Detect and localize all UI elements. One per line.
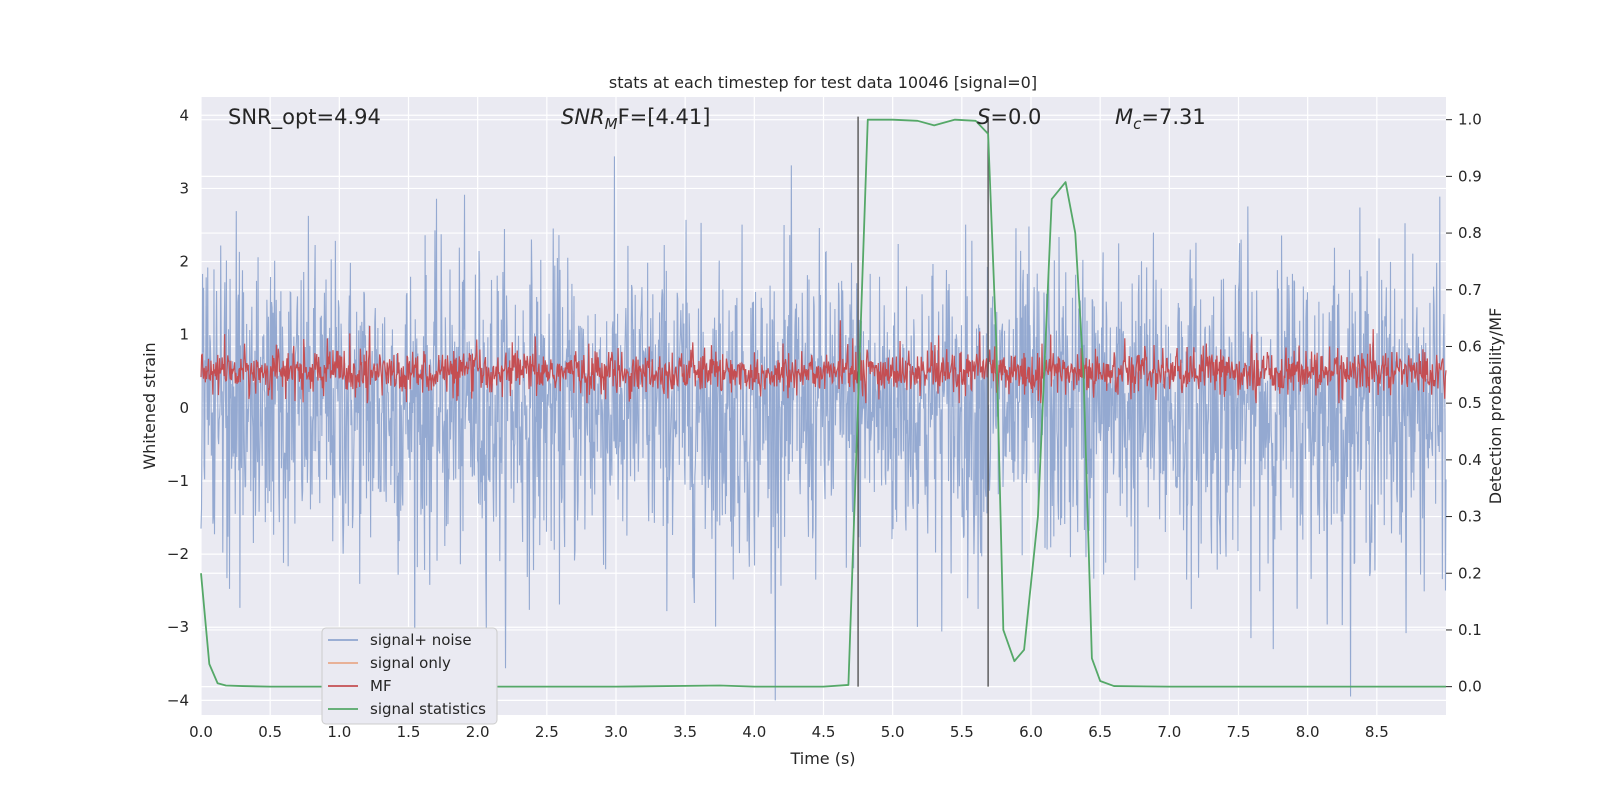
x-tick-label: 4.0 — [742, 723, 766, 741]
annotation-s: S=0.0 — [977, 105, 1041, 129]
annotation-snr-mf-tail: F=[4.41] — [618, 105, 711, 129]
legend-label-signal-only: signal only — [370, 654, 451, 672]
y-left-tick-label: 1 — [179, 326, 189, 344]
annotation-mc-value: =7.31 — [1141, 105, 1205, 129]
signal-noise-line — [200, 156, 1447, 701]
x-tick-label: 2.5 — [535, 723, 559, 741]
legend-label-signal-noise: signal+ noise — [370, 631, 472, 649]
x-tick-label: 3.5 — [673, 723, 697, 741]
annotation-mc: Mc=7.31 — [1115, 105, 1206, 133]
annotation-mc-label: M — [1115, 105, 1133, 129]
y-axis-label-left: Whitened strain — [140, 342, 159, 469]
y-right-tick-label: 0.9 — [1458, 167, 1482, 185]
x-tick-label: 0.5 — [258, 723, 282, 741]
x-tick-label: 0.0 — [189, 723, 213, 741]
y-left-tick-labels: 4 3 2 1 0 −1 −2 −3 −4 — [167, 106, 189, 709]
chart-title: stats at each timestep for test data 100… — [609, 73, 1037, 92]
x-tick-label: 6.5 — [1088, 723, 1112, 741]
y-right-tick-label: 0.6 — [1458, 337, 1482, 355]
annotation-mc-sub: c — [1133, 115, 1142, 133]
y-axis-label-right: Detection probability/MF — [1486, 308, 1505, 505]
y-right-tick-label: 0.7 — [1458, 281, 1482, 299]
mf-line — [200, 320, 1447, 404]
x-tick-labels: 0.0 0.5 1.0 1.5 2.0 2.5 3.0 3.5 4.0 4.5 5.0 5.5 6.0 6… — [189, 723, 1389, 741]
legend: signal+ noise signal only MF signal stat… — [321, 627, 498, 725]
y-right-tick-label: 0.3 — [1458, 508, 1482, 526]
y-left-tick-label: −1 — [167, 472, 189, 490]
mf-series — [200, 320, 1447, 404]
x-axis-label: Time (s) — [789, 749, 855, 768]
x-tick-label: 8.0 — [1296, 723, 1320, 741]
y-right-tick-label: 0.1 — [1458, 621, 1482, 639]
annotation-s-value: =0.0 — [990, 105, 1041, 129]
legend-label-mf: MF — [370, 677, 392, 695]
y-left-tick-label: −2 — [167, 545, 189, 563]
y-right-tick-label: 0.5 — [1458, 394, 1482, 412]
x-tick-label: 7.0 — [1157, 723, 1181, 741]
y-left-tick-label: −3 — [167, 618, 189, 636]
annotation-snr-opt: SNR_opt=4.94 — [228, 105, 381, 130]
y-left-tick-label: 2 — [179, 253, 189, 271]
x-tick-label: 1.5 — [397, 723, 421, 741]
legend-box — [321, 627, 498, 725]
x-tick-label: 6.0 — [1019, 723, 1043, 741]
y-right-tick-label: 1.0 — [1458, 111, 1482, 129]
annotation-snr-mf-main: SNR — [561, 105, 605, 129]
x-tick-label: 7.5 — [1227, 723, 1251, 741]
x-tick-label: 4.5 — [812, 723, 836, 741]
x-tick-label: 5.5 — [950, 723, 974, 741]
y-left-tick-label: −4 — [167, 691, 189, 709]
x-tick-label: 5.0 — [881, 723, 905, 741]
signal-noise-series — [200, 156, 1447, 701]
y-right-tick-label: 0.0 — [1458, 678, 1482, 696]
y-left-tick-label: 3 — [179, 179, 189, 197]
y-right-tick-label: 0.8 — [1458, 224, 1482, 242]
annotation-snr-mf-sub: M — [605, 115, 618, 133]
legend-label-signal-statistics: signal statistics — [370, 700, 486, 718]
x-tick-label: 3.0 — [604, 723, 628, 741]
y-left-tick-label: 0 — [179, 399, 189, 417]
x-tick-label: 8.5 — [1365, 723, 1389, 741]
x-tick-label: 1.0 — [327, 723, 351, 741]
y-right-tick-label: 0.2 — [1458, 564, 1482, 582]
y-right-tick-labels: 1.0 0.9 0.8 0.7 0.6 0.5 0.4 0.3 0.2 0.1 0.0 — [1446, 111, 1482, 696]
y-right-tick-label: 0.4 — [1458, 451, 1482, 469]
x-tick-label: 2.0 — [466, 723, 490, 741]
y-left-tick-label: 4 — [179, 106, 189, 124]
annotation-snr-mf: SNRMF=[4.41] — [561, 105, 710, 133]
annotation-s-label: S — [977, 105, 990, 129]
